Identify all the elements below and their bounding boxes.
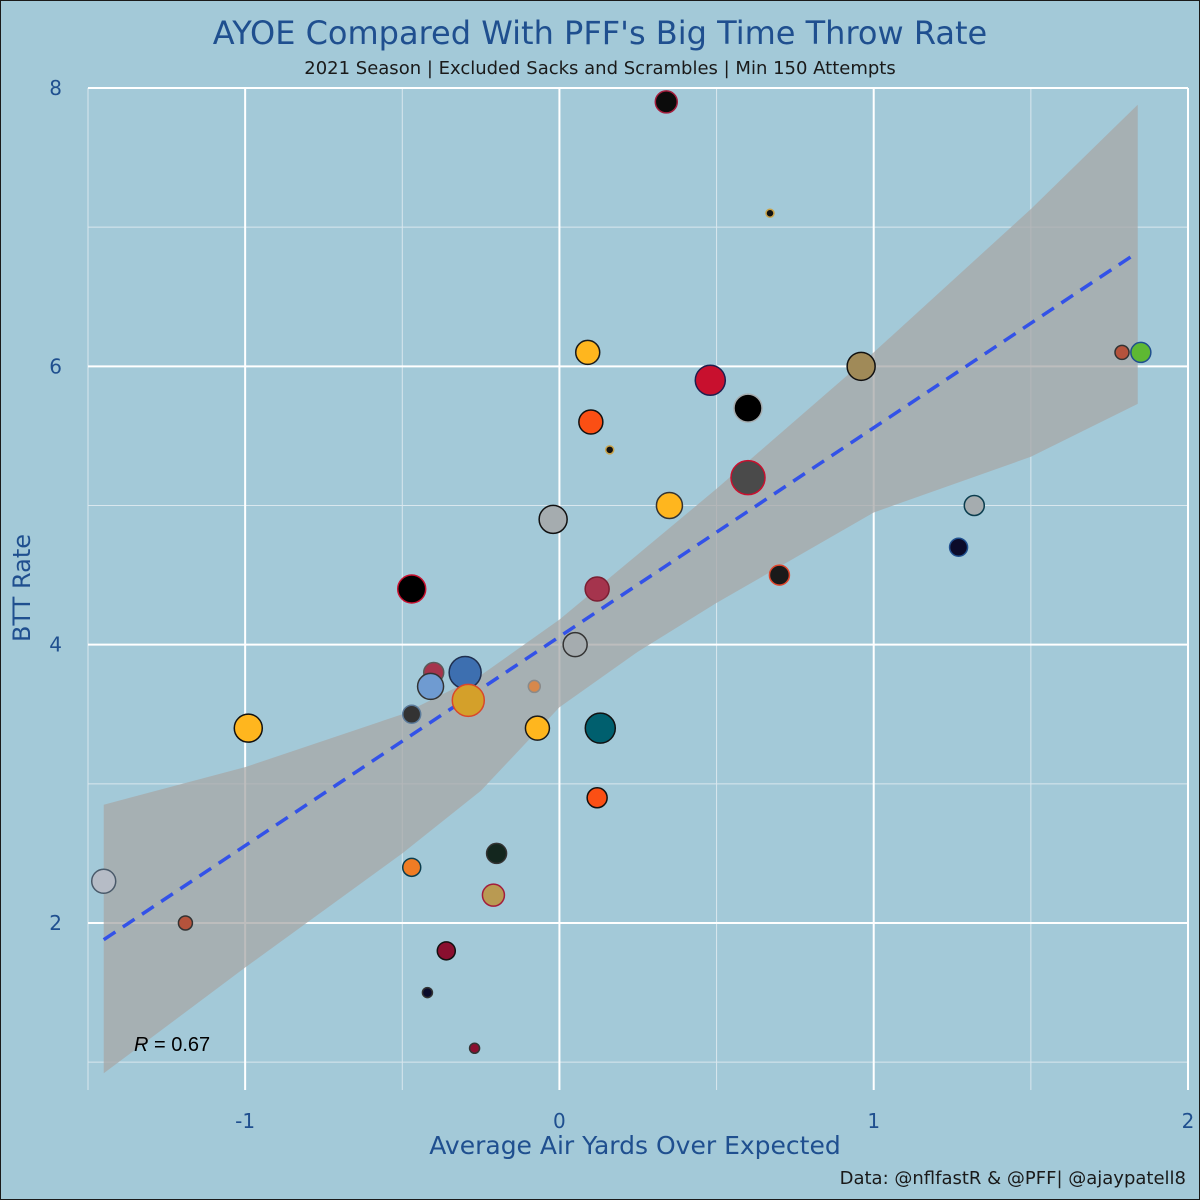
correlation-label: R = 0.67 xyxy=(134,1034,210,1057)
data-point xyxy=(768,564,791,586)
data-point xyxy=(485,842,508,865)
data-point xyxy=(963,494,986,517)
data-point xyxy=(655,491,684,520)
x-axis-label: Average Air Yards Over Expected xyxy=(429,1131,841,1160)
data-point xyxy=(846,351,876,382)
data-point xyxy=(730,459,766,496)
y-axis-label: BTT Rate xyxy=(8,533,36,643)
confidence-band xyxy=(103,104,1138,1074)
data-point xyxy=(765,208,775,218)
data-point xyxy=(1114,344,1130,361)
trendline xyxy=(102,250,1139,942)
chart-subtitle: 2021 Season | Excluded Sacks and Scrambl… xyxy=(304,58,896,79)
data-point xyxy=(448,655,482,690)
data-point xyxy=(604,445,615,455)
y-tick-label: 2 xyxy=(49,911,62,935)
data-point xyxy=(451,683,486,718)
x-tick-label: 1 xyxy=(867,1109,880,1133)
data-point xyxy=(562,631,588,658)
data-point xyxy=(733,393,763,423)
data-point xyxy=(396,574,427,604)
data-point xyxy=(584,576,610,602)
data-point xyxy=(177,915,194,931)
data-point xyxy=(694,364,727,396)
data-source-caption: Data: @nflfastR & @PFF| @ajaypatell8 xyxy=(839,1168,1186,1189)
x-tick-label: 0 xyxy=(553,1109,566,1133)
data-point xyxy=(586,787,608,809)
data-point xyxy=(416,672,445,701)
y-tick-label: 6 xyxy=(49,354,62,378)
x-tick-label: 2 xyxy=(1182,1109,1195,1133)
x-axis-ticks: -1 0 1 2 xyxy=(235,1109,1194,1133)
data-points xyxy=(90,90,1152,1054)
data-point xyxy=(574,339,601,366)
correlation-symbol: R xyxy=(134,1034,149,1056)
data-point xyxy=(90,868,117,894)
correlation-value: = 0.67 xyxy=(148,1034,211,1056)
data-point xyxy=(401,704,422,724)
data-point xyxy=(578,409,604,435)
y-axis-ticks: 2 4 6 8 xyxy=(49,76,62,935)
data-point xyxy=(436,941,457,961)
data-point xyxy=(654,90,679,114)
data-point xyxy=(401,857,422,878)
confidence-band-area xyxy=(103,104,1138,1074)
data-point xyxy=(584,712,617,744)
y-tick-label: 8 xyxy=(49,76,62,100)
data-point xyxy=(1130,341,1152,364)
data-point xyxy=(527,679,542,694)
data-point xyxy=(524,715,551,741)
data-point xyxy=(948,537,969,557)
data-point xyxy=(538,504,568,535)
data-point xyxy=(481,883,506,907)
trendline-dashed xyxy=(102,250,1139,942)
data-point xyxy=(233,713,264,743)
data-point xyxy=(468,1042,481,1054)
y-tick-label: 4 xyxy=(49,633,62,657)
data-point xyxy=(421,986,434,999)
x-tick-label: -1 xyxy=(235,1109,255,1133)
chart-title: AYOE Compared With PFF's Big Time Throw … xyxy=(212,14,988,52)
